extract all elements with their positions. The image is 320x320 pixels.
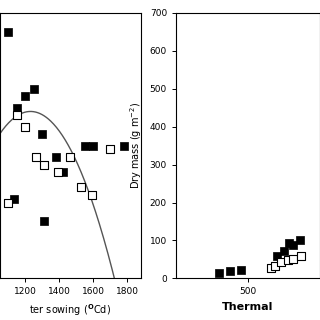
X-axis label: Thermal: Thermal [222, 302, 274, 312]
Point [33, 155, 38, 160]
Point [286, 258, 291, 263]
Point [14, 105, 20, 110]
Point [79, 185, 84, 190]
Point [274, 254, 279, 259]
Point [272, 263, 277, 268]
Point [40, 132, 45, 137]
Point [6, 200, 11, 205]
Point [53, 155, 59, 160]
Point [298, 237, 303, 242]
Y-axis label: Dry mass (g m$^{-2}$): Dry mass (g m$^{-2}$) [128, 102, 144, 189]
Point [23, 124, 28, 129]
Point [91, 143, 96, 148]
Point [217, 271, 222, 276]
Point [42, 219, 47, 224]
Point [23, 94, 28, 99]
Point [82, 143, 87, 148]
Point [31, 86, 36, 91]
Point [291, 243, 296, 248]
Point [108, 147, 113, 152]
Point [238, 268, 243, 273]
Point [278, 260, 284, 265]
Point [42, 162, 47, 167]
Point [121, 143, 126, 148]
Point [60, 170, 65, 175]
Point [14, 113, 20, 118]
Point [299, 254, 304, 259]
X-axis label: ter sowing ($^{\mathbf{O}}$Cd): ter sowing ($^{\mathbf{O}}$Cd) [29, 302, 111, 318]
Point [269, 265, 274, 270]
Point [67, 155, 72, 160]
Point [228, 268, 233, 273]
Point [287, 241, 292, 246]
Point [291, 256, 296, 261]
Point [55, 170, 60, 175]
Point [6, 29, 11, 34]
Point [282, 249, 287, 254]
Point [89, 192, 94, 197]
Point [11, 196, 16, 201]
